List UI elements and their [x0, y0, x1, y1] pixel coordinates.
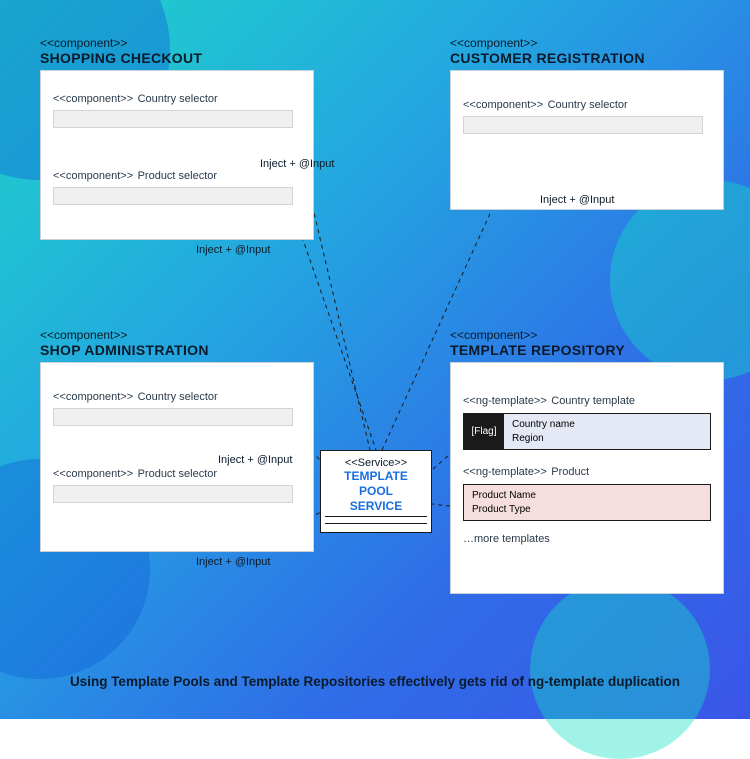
selector-label: Product selector [138, 468, 217, 480]
stereotype: <<ng-template>> [463, 466, 547, 478]
field-country-name: Country name [512, 418, 702, 432]
stereotype: <<component>> [463, 99, 543, 111]
template-label: Country template [551, 395, 635, 407]
shopadmin-label: <<component>> SHOP ADMINISTRATION [40, 328, 209, 358]
checkout-country-selector: <<component>> Country selector [53, 89, 301, 128]
template-pool-service: <<Service>> TEMPLATE POOL SERVICE [320, 450, 432, 533]
stereotype: <<component>> [53, 93, 133, 105]
repo-label: <<component>> TEMPLATE REPOSITORY [450, 328, 625, 358]
selector-slot [463, 116, 703, 134]
selector-label: Country selector [548, 99, 628, 111]
service-footer-line [325, 523, 427, 528]
service-title-l2: POOL [325, 484, 427, 499]
selector-label: Country selector [138, 391, 218, 403]
inject-label: Inject + @Input [540, 194, 614, 206]
more-templates: …more templates [463, 533, 711, 545]
country-template-fields: Country name Region [504, 414, 710, 449]
selector-label: Product selector [138, 170, 217, 182]
selector-label: Country selector [138, 93, 218, 105]
customer-country-selector: <<component>> Country selector [463, 95, 711, 134]
country-template-body: [Flag] Country name Region [463, 413, 711, 450]
product-template-body: Product Name Product Type [463, 484, 711, 521]
customer-panel: <<component>> Country selector [450, 70, 724, 210]
shopadmin-country-selector: <<component>> Country selector [53, 387, 301, 426]
inject-label: Inject + @Input [196, 556, 270, 568]
inject-label: Inject + @Input [260, 158, 334, 170]
template-label: Product [551, 466, 589, 478]
field-product-type: Product Type [472, 503, 702, 517]
customer-label: <<component>> CUSTOMER REGISTRATION [450, 36, 645, 66]
shopadmin-title: SHOP ADMINISTRATION [40, 342, 209, 358]
checkout-title: SHOPPING CHECKOUT [40, 50, 202, 66]
selector-slot [53, 187, 293, 205]
stereotype: <<ng-template>> [463, 395, 547, 407]
customer-title: CUSTOMER REGISTRATION [450, 50, 645, 66]
selector-slot [53, 485, 293, 503]
flag-placeholder: [Flag] [464, 414, 504, 449]
repo-country-template: <<ng-template>> Country template [Flag] … [463, 391, 711, 450]
checkout-panel: <<component>> Country selector <<compone… [40, 70, 314, 240]
inject-label: Inject + @Input [218, 454, 292, 466]
stereotype: <<component>> [40, 328, 209, 342]
field-product-name: Product Name [472, 489, 702, 503]
stereotype: <<component>> [53, 391, 133, 403]
diagram-canvas: <<component>> SHOPPING CHECKOUT <<compon… [0, 0, 750, 719]
stereotype: <<component>> [53, 468, 133, 480]
service-footer-line [325, 516, 427, 521]
figure-caption: Using Template Pools and Template Reposi… [0, 674, 750, 689]
service-title-l1: TEMPLATE [325, 469, 427, 484]
stereotype: <<component>> [450, 36, 645, 50]
checkout-label: <<component>> SHOPPING CHECKOUT [40, 36, 202, 66]
checkout-product-selector: <<component>> Product selector [53, 166, 301, 205]
repo-panel: <<ng-template>> Country template [Flag] … [450, 362, 724, 594]
selector-slot [53, 408, 293, 426]
repo-product-template: <<ng-template>> Product Product Name Pro… [463, 462, 711, 521]
stereotype: <<Service>> [325, 457, 427, 469]
selector-slot [53, 110, 293, 128]
shopadmin-product-selector: <<component>> Product selector [53, 464, 301, 503]
stereotype: <<component>> [40, 36, 202, 50]
repo-title: TEMPLATE REPOSITORY [450, 342, 625, 358]
service-title-l3: SERVICE [325, 499, 427, 514]
field-region: Region [512, 432, 702, 446]
stereotype: <<component>> [450, 328, 625, 342]
inject-label: Inject + @Input [196, 244, 270, 256]
stereotype: <<component>> [53, 170, 133, 182]
